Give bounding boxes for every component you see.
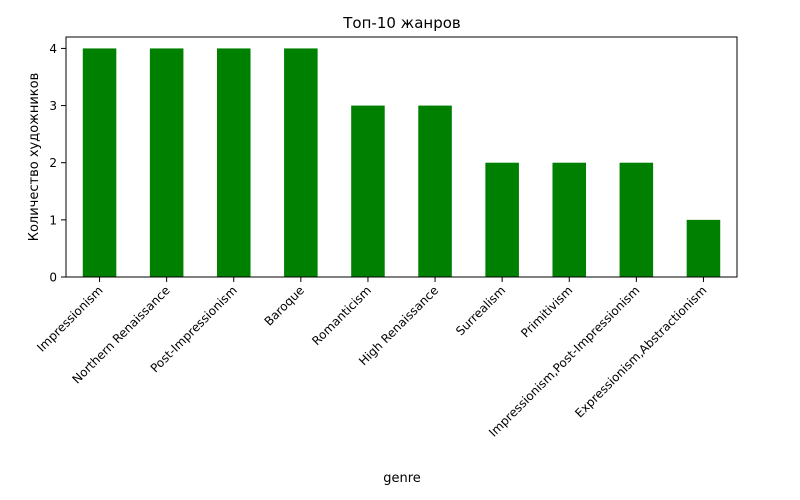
y-axis: 0 1 2 3 4 [49,42,66,285]
x-tick-label: Baroque [262,283,307,328]
bar [619,162,654,277]
x-tick-label: Impressionism [34,283,105,354]
bar [149,48,184,277]
y-tick-label: 1 [49,213,57,227]
bar [284,48,318,277]
bar [82,48,117,277]
bar [216,48,251,277]
y-tick-label: 2 [49,156,57,170]
y-tick-label: 0 [49,271,57,285]
x-tick-label: Primitivism [518,283,575,340]
x-tick-label: Romanticism [309,283,374,348]
bar [686,219,721,277]
plot-frame [65,36,738,278]
bar [552,162,587,277]
x-tick-label: Expressionism,Abstractionism [572,283,709,420]
bar [485,162,519,277]
bars-group [82,48,721,277]
y-axis-label: Количество художников [27,73,42,242]
y-tick-label: 4 [49,42,57,56]
y-tick-label: 3 [49,99,57,113]
x-axis-label: genre [383,471,421,486]
bar [418,105,452,277]
bar [351,105,385,277]
chart-title: Топ-10 жанров [342,14,460,32]
x-tick-label: Surrealism [453,283,508,338]
x-tick-label: Impressionism,Post-Impressionism [486,283,642,439]
